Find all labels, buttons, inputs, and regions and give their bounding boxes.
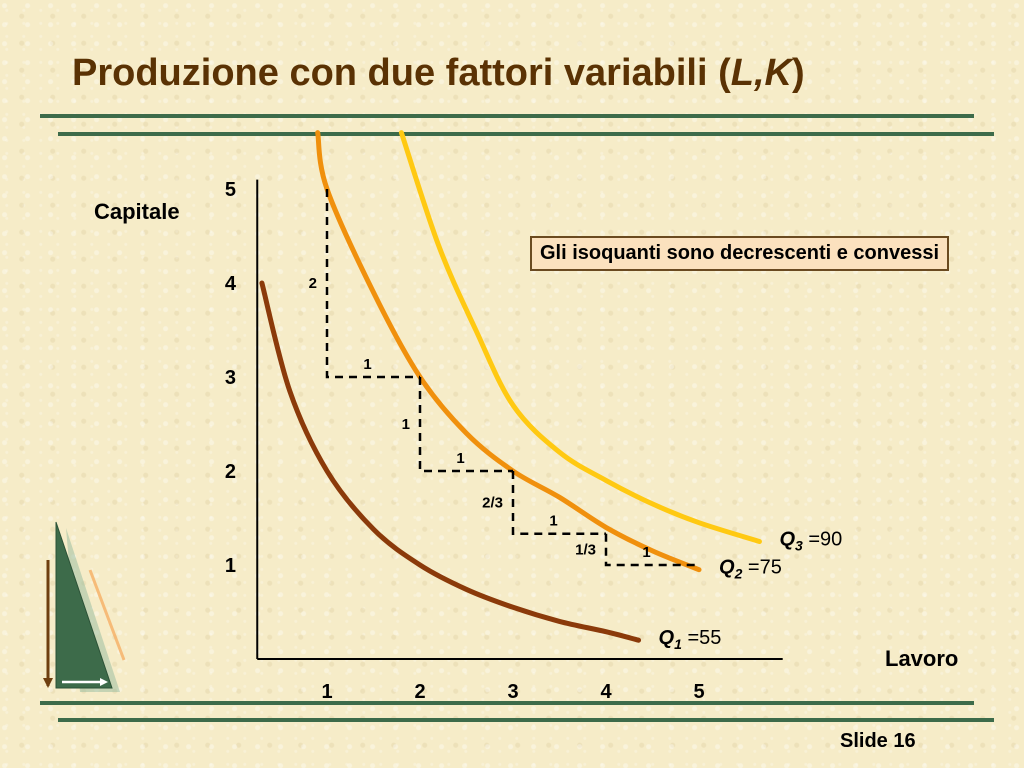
mrts-dk-label: 2/3 bbox=[482, 494, 503, 511]
isoquant-q1-label: Q1 =55 bbox=[659, 627, 722, 652]
y-tick-label: 4 bbox=[225, 273, 237, 295]
y-tick-label: 3 bbox=[225, 367, 236, 389]
y-tick-label: 1 bbox=[225, 555, 236, 577]
triangle-decoration bbox=[43, 521, 126, 692]
mrts-step-3 bbox=[511, 471, 606, 535]
y-tick-label: 2 bbox=[225, 461, 236, 483]
callout-box: Gli isoquanti sono decrescenti e convess… bbox=[530, 236, 950, 271]
y-tick-label: 5 bbox=[225, 179, 236, 201]
x-tick-label: 1 bbox=[321, 681, 332, 703]
isoquant-q3-label: Q3 =90 bbox=[779, 529, 842, 554]
isoquant-q2-line bbox=[315, 130, 702, 573]
mrts-dl-label: 1 bbox=[456, 450, 464, 467]
mrts-dl-label: 1 bbox=[363, 356, 371, 373]
isoquant-q2-label: Q2 =75 bbox=[719, 557, 782, 582]
slide-number: Slide 16 bbox=[840, 730, 916, 752]
title-inputs-text: L,K bbox=[730, 52, 792, 94]
title-end-text: ) bbox=[791, 52, 805, 94]
mrts-step-1 bbox=[325, 189, 420, 379]
footer-divider-top bbox=[40, 701, 974, 705]
title-divider-top bbox=[40, 114, 974, 118]
mrts-dl-label: 1 bbox=[549, 513, 557, 530]
x-tick-label: 5 bbox=[693, 681, 704, 703]
mrts-dk-label: 2 bbox=[309, 275, 317, 292]
x-tick-label: 4 bbox=[600, 681, 612, 703]
x-tick-label: 3 bbox=[507, 681, 518, 703]
isoquant-q1-line bbox=[259, 280, 642, 643]
x-tick-label: 2 bbox=[414, 681, 425, 703]
mrts-step-4 bbox=[604, 533, 699, 567]
footer-divider-bottom bbox=[58, 718, 994, 722]
x-axis-title: Lavoro bbox=[885, 646, 958, 671]
title-main-text: Produzione con due fattori variabili ( bbox=[72, 52, 731, 94]
title-divider-bottom bbox=[58, 132, 994, 136]
mrts-dk-label: 1 bbox=[402, 416, 410, 433]
slide-title: Produzione con due fattori variabili (L,… bbox=[72, 52, 805, 95]
isoquant-q3-line bbox=[398, 130, 762, 544]
mrts-step-2 bbox=[418, 377, 513, 473]
y-axis-title: Capitale bbox=[94, 199, 180, 224]
mrts-dl-label: 1 bbox=[642, 544, 650, 561]
mrts-dk-label: 1/3 bbox=[575, 541, 596, 558]
